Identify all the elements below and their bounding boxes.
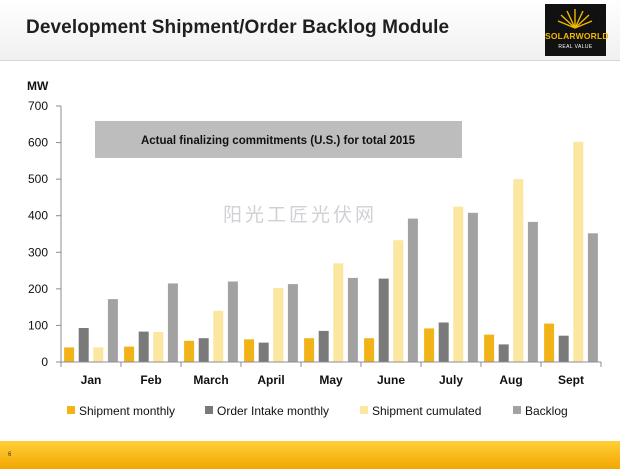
x-tick-label: Feb (140, 373, 161, 387)
bar-shipment-cumulated (153, 332, 164, 362)
bar-backlog (467, 212, 478, 362)
legend-label: Order Intake monthly (217, 404, 329, 418)
legend-label: Backlog (525, 404, 568, 418)
bar-backlog (167, 283, 178, 362)
annotation-text: Actual finalizing commitments (U.S.) for… (141, 135, 416, 147)
y-tick-label: 500 (28, 172, 48, 186)
bar-order-intake-monthly (138, 331, 149, 362)
bar-shipment-cumulated (93, 347, 104, 362)
bar-backlog (227, 281, 238, 362)
bar-order-intake-monthly (438, 322, 449, 362)
bar-backlog (587, 233, 598, 362)
y-tick-label: 200 (28, 282, 48, 296)
y-tick-label: 700 (28, 99, 48, 113)
footer-bar: 6 (0, 441, 620, 469)
page-title: Development Shipment/Order Backlog Modul… (26, 17, 450, 38)
legend-swatch (513, 406, 521, 414)
bar-order-intake-monthly (558, 335, 569, 362)
y-tick-label: 400 (28, 209, 48, 223)
bar-backlog (347, 277, 358, 362)
bar-order-intake-monthly (378, 278, 389, 362)
legend-label: Shipment monthly (79, 404, 175, 418)
x-tick-label: May (319, 373, 343, 387)
bar-backlog (407, 218, 418, 362)
watermark-text: 阳光工匠光伏网 (223, 204, 378, 226)
bar-shipment-cumulated (213, 310, 224, 362)
bar-shipment-cumulated (453, 206, 464, 362)
x-tick-label: March (193, 373, 228, 387)
x-tick-label: Aug (499, 373, 522, 387)
x-tick-label: Jan (81, 373, 102, 387)
title-bar: Development Shipment/Order Backlog Modul… (0, 0, 620, 61)
y-tick-label: 600 (28, 136, 48, 150)
bar-shipment-cumulated (273, 288, 284, 362)
bar-shipment-monthly (544, 323, 555, 362)
bar-shipment-cumulated (573, 141, 584, 362)
logo-tagline: REAL VALUE (558, 44, 593, 50)
legend-label: Shipment cumulated (372, 404, 481, 418)
annotation-box (95, 121, 462, 158)
bar-order-intake-monthly (498, 344, 509, 362)
bar-shipment-cumulated (393, 240, 404, 362)
sun-rays-icon (557, 9, 593, 29)
bar-shipment-cumulated (513, 179, 524, 362)
legend-swatch (67, 406, 75, 414)
y-tick-label: 0 (41, 355, 48, 369)
page-number: 6 (8, 452, 12, 458)
legend-swatch (360, 406, 368, 414)
backlog-chart: MW Actual finalizing commitments (U.S.) … (27, 79, 602, 418)
bar-backlog (287, 284, 298, 362)
bar-shipment-monthly (364, 338, 375, 362)
x-tick-label: April (257, 373, 284, 387)
bar-shipment-monthly (244, 339, 255, 362)
legend-swatch (205, 406, 213, 414)
x-tick-label: July (439, 373, 463, 387)
x-tick-label: Sept (558, 373, 584, 387)
y-tick-label: 100 (28, 318, 48, 332)
logo-wordmark: SOLARWORLD (545, 31, 609, 41)
bar-shipment-monthly (64, 347, 75, 362)
bar-shipment-monthly (184, 340, 195, 362)
solarworld-logo: SOLARWORLD REAL VALUE (545, 4, 609, 56)
bar-order-intake-monthly (318, 330, 329, 362)
bar-shipment-cumulated (333, 263, 344, 362)
bar-shipment-monthly (124, 346, 135, 362)
y-tick-label: 300 (28, 245, 48, 259)
bar-backlog (107, 299, 118, 362)
bar-shipment-monthly (424, 328, 435, 362)
y-axis-label: MW (27, 79, 49, 93)
bar-backlog (527, 221, 538, 362)
bar-shipment-monthly (304, 338, 315, 362)
bar-order-intake-monthly (198, 338, 209, 362)
bar-order-intake-monthly (258, 342, 269, 362)
x-tick-label: June (377, 373, 405, 387)
bar-shipment-monthly (484, 334, 495, 362)
bar-order-intake-monthly (78, 328, 89, 362)
